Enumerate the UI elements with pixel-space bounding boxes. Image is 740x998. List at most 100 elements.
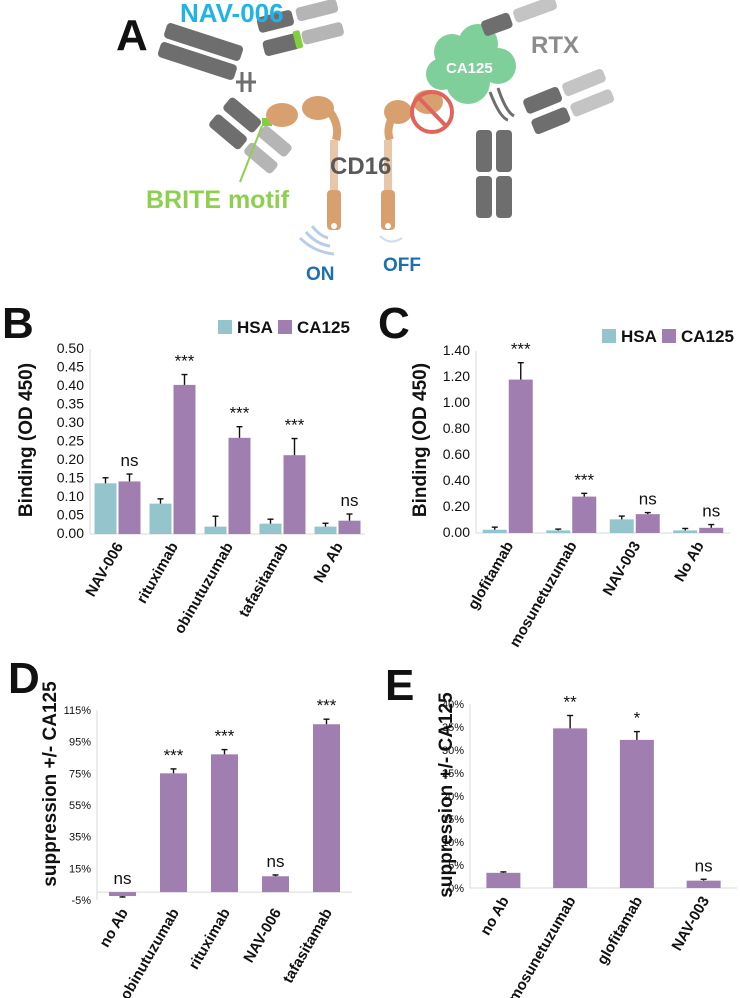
y-tick-label: 25%	[442, 768, 464, 780]
signal-waves-off	[379, 235, 403, 243]
panel-letter-a: A	[116, 11, 148, 60]
legend-swatch-hsa	[218, 320, 232, 334]
chart-c-binding: 0.00 0.20 0.40 0.60 0.80 1.00 1.20 1.40 Binding …	[410, 327, 734, 650]
y-tick-label: 0.40	[443, 472, 470, 488]
brite-pointer-line	[239, 125, 263, 183]
significance-label: ***	[230, 404, 250, 423]
off-label: OFF	[383, 255, 421, 276]
bar-c-hsa	[546, 530, 571, 533]
y-tick-label: 0.30	[57, 414, 84, 430]
ca125-label: CA125	[446, 60, 493, 77]
significance-label: ns	[267, 852, 285, 871]
category-label: glofitamab	[594, 894, 647, 968]
y-tick-label: 30%	[442, 745, 464, 757]
y-tick-label: 1.00	[443, 394, 470, 410]
bar-e-suppression	[686, 880, 721, 888]
on-label: ON	[306, 264, 335, 285]
y-tick-label: 15%	[442, 814, 464, 826]
legend-swatch-ca125	[662, 329, 676, 343]
y-tick-label: 10%	[442, 837, 464, 849]
bar-e-suppression	[553, 728, 588, 888]
y-tick-label: 35%	[442, 722, 464, 734]
y-tick-label: 0.20	[57, 451, 84, 467]
y-tick-label: 95%	[69, 737, 91, 749]
bar-c-ca125	[572, 496, 597, 533]
bar-c-ca125	[635, 514, 660, 533]
rtx-label: RTX	[531, 32, 579, 59]
legend-label-ca125: CA125	[297, 318, 350, 337]
bar-c-hsa	[673, 530, 698, 533]
category-label: NAV-006	[82, 540, 127, 600]
y-axis-label: suppression +/- CA125	[436, 692, 457, 898]
y-tick-label: 0.25	[57, 433, 84, 449]
significance-label: **	[564, 693, 578, 712]
rtx-antibody-illustration	[476, 0, 615, 218]
bar-b-ca125	[118, 481, 141, 534]
bar-c-ca125	[508, 379, 533, 533]
y-tick-label: 55%	[69, 800, 91, 812]
bar-e-suppression	[486, 872, 521, 888]
cd16-receptor-right	[381, 90, 443, 230]
panel-letter-e: E	[385, 661, 414, 710]
bar-c-hsa	[482, 529, 507, 533]
bar-b-ca125	[338, 520, 361, 534]
y-tick-label: 20%	[442, 791, 464, 803]
bar-b-hsa	[149, 503, 172, 534]
y-tick-label: 0.20	[443, 498, 470, 514]
chart-d-suppression: -5% 15% 35% 55% 75% 95% 115%suppression +/- CA…	[40, 681, 352, 998]
y-axis-label: Binding (OD 450)	[410, 363, 431, 517]
nav006-label: NAV-006	[180, 0, 284, 28]
significance-label: ***	[215, 727, 235, 746]
y-tick-label: 0.00	[57, 525, 84, 541]
significance-label: ns	[695, 856, 713, 875]
bar-d-suppression	[160, 773, 187, 893]
category-label: No Ab	[671, 539, 708, 585]
y-tick-label: 0.10	[57, 488, 84, 504]
category-label: tafasitamab	[280, 906, 336, 987]
ca125-antigen	[426, 24, 516, 104]
bar-b-ca125	[173, 384, 196, 534]
legend-label-hsa: HSA	[621, 327, 657, 346]
bar-c-ca125	[699, 527, 724, 533]
y-tick-label: 0.50	[57, 340, 84, 356]
y-tick-label: 0.60	[443, 446, 470, 462]
category-label: mosunetuzumab	[506, 539, 580, 651]
panel-letter-c: C	[378, 299, 410, 348]
bar-b-hsa	[314, 526, 337, 534]
y-tick-label: 40%	[442, 699, 464, 711]
significance-label: ***	[164, 746, 184, 765]
category-label: mosunetuzumab	[505, 894, 579, 998]
y-tick-label: 0.05	[57, 507, 84, 523]
panel-letter-b: B	[2, 299, 34, 348]
significance-label: *	[634, 709, 641, 728]
legend-label-ca125: CA125	[681, 327, 734, 346]
y-tick-label: 115%	[64, 705, 92, 717]
significance-label: ns	[114, 869, 132, 888]
bar-d-suppression	[262, 876, 289, 893]
y-tick-label: 0.35	[57, 396, 84, 412]
y-tick-label: 1.20	[443, 368, 470, 384]
significance-label: ***	[317, 696, 337, 715]
category-label: obinutuzumab	[171, 540, 237, 637]
legend-label-hsa: HSA	[237, 318, 273, 337]
bar-b-hsa	[259, 523, 282, 534]
significance-label: ***	[285, 416, 305, 435]
y-tick-label: 0.00	[443, 524, 470, 540]
category-label: NAV-006	[240, 906, 285, 966]
chart-e-suppression: 0% 5% 10% 15% 20% 25% 30% 35% 40%suppression +/-…	[436, 692, 737, 998]
signal-waves-on	[298, 225, 335, 256]
brite-motif-label: BRITE motif	[146, 186, 290, 214]
y-tick-label: 75%	[69, 768, 91, 780]
category-label: rituximab	[185, 906, 233, 973]
y-axis-label: suppression +/- CA125	[40, 681, 61, 887]
significance-label: ns	[121, 451, 139, 470]
category-label: glofitamab	[465, 539, 518, 613]
y-tick-label: 0.40	[57, 377, 84, 393]
category-label: no Ab	[477, 894, 513, 939]
y-tick-label: 5%	[448, 860, 464, 872]
legend-swatch-hsa	[602, 329, 616, 343]
bar-d-suppression	[313, 724, 340, 893]
y-tick-label: 1.40	[443, 342, 470, 358]
bar-d-suppression	[109, 892, 136, 897]
